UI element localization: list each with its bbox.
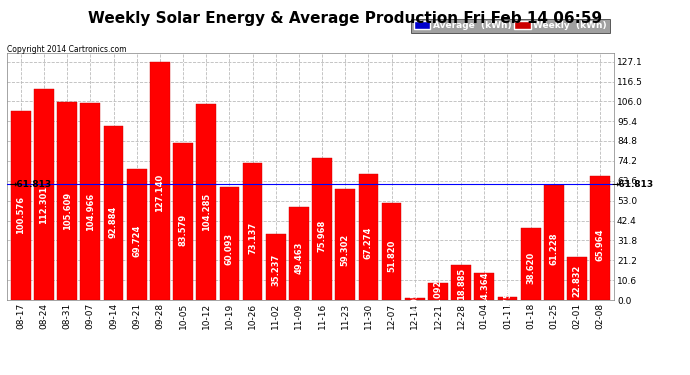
Text: 105.609: 105.609	[63, 192, 72, 230]
Text: 112.301: 112.301	[39, 186, 48, 224]
Bar	[428, 283, 448, 300]
Text: 127.140: 127.140	[155, 174, 164, 212]
Bar	[544, 185, 564, 300]
Text: 69.724: 69.724	[132, 225, 141, 257]
Text: 59.302: 59.302	[341, 234, 350, 266]
Text: Weekly Solar Energy & Average Production Fri Feb 14 06:59: Weekly Solar Energy & Average Production…	[88, 11, 602, 26]
Text: 18.885: 18.885	[457, 268, 466, 300]
Bar	[57, 102, 77, 300]
Text: 1.053: 1.053	[411, 286, 420, 312]
Text: 92.884: 92.884	[109, 206, 118, 238]
Text: 22.832: 22.832	[573, 264, 582, 297]
Bar	[127, 169, 146, 300]
Text: 9.092: 9.092	[433, 279, 442, 306]
Bar	[173, 143, 193, 300]
Text: 73.137: 73.137	[248, 222, 257, 254]
Bar	[81, 103, 100, 300]
Bar	[313, 158, 332, 300]
Bar	[451, 265, 471, 300]
Text: 104.966: 104.966	[86, 192, 95, 231]
Bar	[219, 188, 239, 300]
Text: 100.576: 100.576	[17, 196, 26, 234]
Text: 14.364: 14.364	[480, 272, 489, 304]
Bar	[197, 105, 216, 300]
Bar	[335, 189, 355, 300]
Legend: Average  (kWh), Weekly  (kWh): Average (kWh), Weekly (kWh)	[411, 19, 609, 33]
Text: 1.752: 1.752	[503, 285, 512, 312]
Bar	[11, 111, 30, 300]
Text: 61.228: 61.228	[549, 232, 558, 265]
Text: 104.285: 104.285	[201, 193, 210, 231]
Bar	[150, 62, 170, 300]
Bar	[243, 163, 262, 300]
Bar	[34, 89, 54, 300]
Text: →61.813: →61.813	[612, 180, 654, 189]
Text: →61.813: →61.813	[9, 180, 51, 189]
Bar	[266, 234, 286, 300]
Bar	[567, 257, 587, 300]
Bar	[497, 297, 518, 300]
Text: Copyright 2014 Cartronics.com: Copyright 2014 Cartronics.com	[7, 45, 126, 54]
Text: 60.093: 60.093	[225, 233, 234, 266]
Bar	[405, 298, 424, 300]
Bar	[289, 207, 308, 300]
Text: 67.274: 67.274	[364, 227, 373, 260]
Bar	[591, 176, 610, 300]
Bar	[382, 203, 402, 300]
Bar	[521, 228, 540, 300]
Text: 51.820: 51.820	[387, 240, 396, 273]
Text: 83.579: 83.579	[179, 213, 188, 246]
Bar	[359, 174, 378, 300]
Bar	[475, 273, 494, 300]
Text: 49.463: 49.463	[295, 242, 304, 274]
Text: 38.620: 38.620	[526, 251, 535, 284]
Text: 35.237: 35.237	[271, 254, 280, 286]
Bar	[104, 126, 124, 300]
Text: 65.964: 65.964	[595, 228, 604, 261]
Text: 75.968: 75.968	[317, 220, 326, 252]
